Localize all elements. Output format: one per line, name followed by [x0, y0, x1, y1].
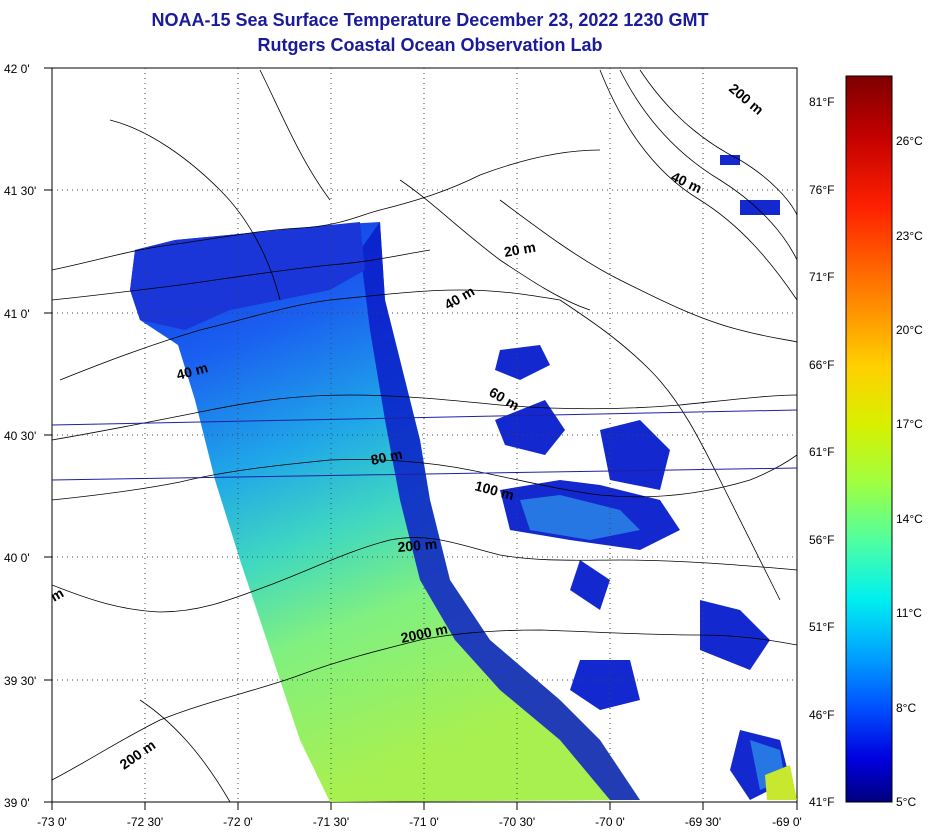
colorbar-c-label: 17°C — [896, 417, 923, 431]
sst-swath — [130, 222, 640, 802]
colorbar-f-label: 46°F — [809, 708, 834, 722]
lat-label: 41 30' — [4, 184, 36, 198]
map-title: NOAA-15 Sea Surface Temperature December… — [151, 10, 709, 30]
lon-label: -70 30' — [499, 815, 535, 829]
contour-label: 20 m — [503, 239, 537, 260]
colorbar-f-label: 56°F — [809, 533, 834, 547]
contour-label: 80 m — [369, 446, 404, 468]
lat-label: 40 30' — [4, 429, 36, 443]
colorbar-f-label: 51°F — [809, 620, 834, 634]
colorbar-c-label: 26°C — [896, 134, 923, 148]
sst-north-patch — [130, 222, 365, 330]
sst-warm-corner — [765, 765, 797, 800]
lat-label: 40 0' — [4, 551, 30, 565]
lon-label: -70 0' — [595, 815, 625, 829]
sst-offshore-warm — [520, 495, 785, 790]
colorbar-f-label: 66°F — [809, 358, 834, 372]
blue-reference-line-1 — [52, 409, 797, 426]
colorbar-c-label: 11°C — [896, 606, 922, 620]
colorbar-c-label: 20°C — [896, 323, 923, 337]
colorbar — [845, 75, 893, 803]
lat-label: 39 0' — [4, 796, 30, 810]
colorbar-f-label: 41°F — [809, 795, 834, 809]
lon-label: -69 30' — [685, 815, 721, 829]
lon-label: -69 0' — [772, 815, 802, 829]
sst-cold-edge — [360, 222, 640, 800]
colorbar-c-label: 8°C — [896, 701, 916, 715]
colorbar-f-label: 71°F — [809, 270, 834, 284]
lon-label: -71 0' — [409, 815, 439, 829]
colorbar-c-label: 23°C — [896, 229, 923, 243]
lat-label: 39 30' — [4, 674, 36, 688]
map-content: 200 m 40 m 20 m 40 m 40 m 60 m 80 m 100 … — [52, 68, 797, 802]
bathymetry-contours — [52, 69, 797, 802]
lon-label: -73 0' — [37, 815, 67, 829]
sst-offshore-patches — [495, 155, 790, 800]
lat-label: 42 0' — [4, 62, 30, 76]
axis-ticks — [44, 67, 798, 810]
lat-label: 41 0' — [4, 307, 30, 321]
lon-label: -71 30' — [313, 815, 349, 829]
colorbar-c-label: 5°C — [896, 795, 916, 809]
contour-label: 40 m — [175, 359, 210, 383]
contour-label: 200 m — [397, 536, 438, 555]
map-grid — [52, 68, 797, 802]
colorbar-f-label: 76°F — [809, 183, 834, 197]
colorbar-f-label: 61°F — [809, 445, 834, 459]
colorbar-f-label: 81°F — [809, 95, 834, 109]
lon-label: -72 0' — [223, 815, 253, 829]
colorbar-c-label: 14°C — [896, 512, 923, 526]
map-subtitle: Rutgers Coastal Ocean Observation Lab — [257, 35, 603, 55]
lon-label: -72 30' — [127, 815, 163, 829]
